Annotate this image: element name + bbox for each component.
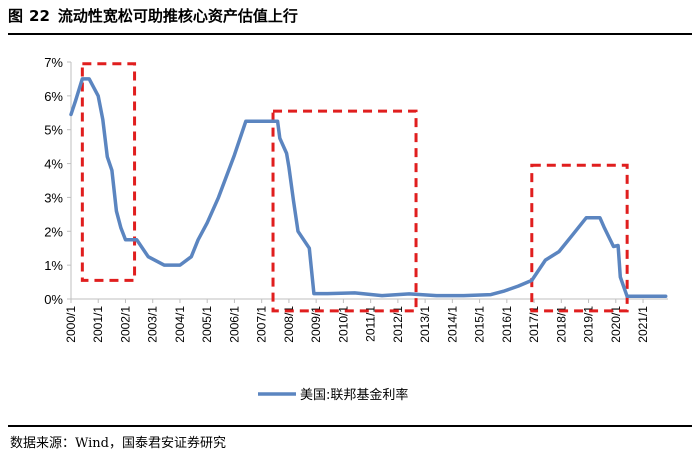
chart-axes: 0% 1% 2% 3% 4% 5% 6% 7% 2000/1 2001/1 2002/1 2003/1… (44, 55, 668, 343)
x-tick-label: 2017/1 (527, 306, 541, 343)
x-tick-label: 2009/1 (309, 306, 323, 343)
highlight-box (271, 109, 418, 313)
x-tick-label: 2008/1 (282, 306, 296, 343)
x-tick-label: 2011/1 (364, 306, 378, 342)
legend-label: 美国:联邦基金利率 (300, 387, 408, 403)
x-tick-label: 2003/1 (146, 306, 160, 343)
x-tick-label: 2014/1 (445, 306, 459, 343)
y-tick-label: 1% (44, 258, 63, 273)
x-tick-label: 2020/1 (609, 306, 623, 343)
x-tick-label: 2007/1 (255, 306, 269, 343)
y-tick-label: 3% (44, 190, 63, 205)
line-chart: 0% 1% 2% 3% 4% 5% 6% 7% 2000/1 2001/1 2002/1 2003/1… (44, 55, 668, 403)
y-tick-label: 5% (44, 123, 63, 138)
x-tick-label: 2002/1 (118, 306, 132, 343)
figure-title: 图 22 流动性宽松可助推核心资产估值上行 (8, 5, 298, 26)
title-rule (8, 33, 692, 35)
x-tick-label: 2004/1 (173, 306, 187, 343)
x-tick-label: 2016/1 (500, 306, 514, 343)
highlight-boxes (80, 62, 629, 313)
x-tick-label: 2005/1 (200, 306, 214, 343)
series-line-fed-funds-rate (69, 77, 668, 299)
highlight-box (80, 62, 137, 282)
chart-series (69, 77, 668, 299)
figure-title-text: 流动性宽松可助推核心资产估值上行 (57, 7, 298, 25)
y-tick-label: 2% (44, 224, 63, 239)
chart-legend: 美国:联邦基金利率 (258, 387, 408, 403)
footer-rule (8, 425, 692, 427)
x-tick-label: 2010/1 (336, 306, 350, 343)
highlight-box (530, 163, 629, 313)
x-tick-label: 2018/1 (554, 306, 568, 343)
x-tick-label: 2012/1 (391, 306, 405, 343)
y-tick-label: 4% (44, 157, 63, 172)
y-tick-label: 6% (44, 89, 63, 104)
figure-number: 22 (29, 7, 50, 25)
x-tick-label: 2015/1 (473, 306, 487, 343)
data-source-note: 数据来源：Wind，国泰君安证券研究 (10, 436, 226, 451)
figure-label: 图 (8, 7, 24, 25)
x-tick-label: 2021/1 (636, 306, 650, 343)
x-tick-label: 2019/1 (582, 306, 596, 343)
x-tick-label: 2000/1 (64, 306, 78, 343)
x-tick-label: 2001/1 (91, 306, 105, 343)
y-tick-label: 0% (44, 292, 63, 307)
x-tick-label: 2013/1 (418, 306, 432, 343)
x-tick-label: 2006/1 (227, 306, 241, 343)
y-tick-label: 7% (44, 55, 63, 70)
